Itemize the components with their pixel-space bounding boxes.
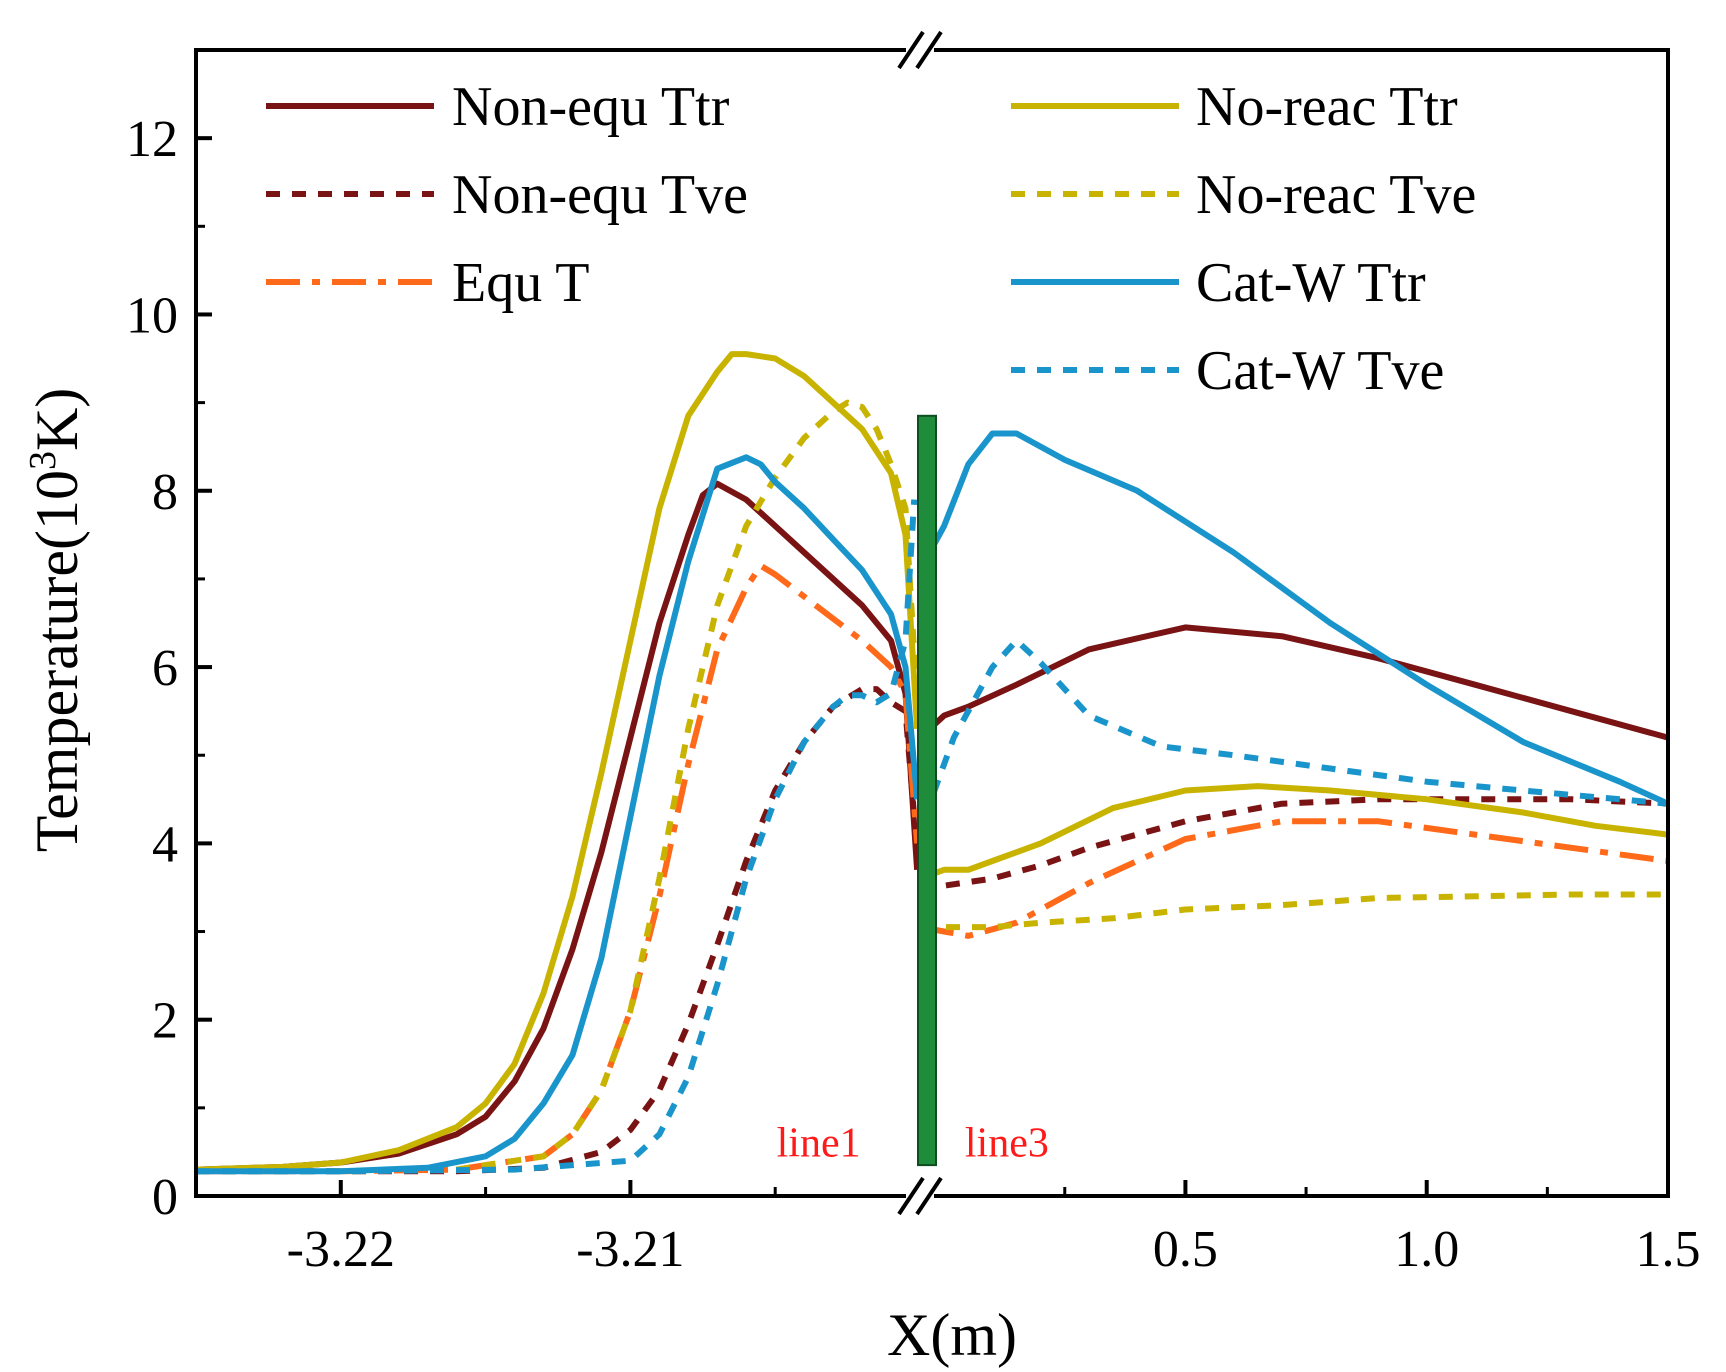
y-tick-label: 4 [152,816,178,873]
legend-label: Non-equ Ttr [452,76,730,138]
legend-item-cat-w-ttr: Cat-W Ttr [1011,252,1426,314]
wall-layer [917,414,937,1167]
series-cat-w-ttr [196,430,1670,1175]
series-line-non-equ-tve-line1 [196,686,921,1175]
x-tick-label: 0.5 [1153,1221,1218,1278]
series-no-reac-ttr [195,351,1669,1173]
series-line-no-reac-tve-line1 [196,399,921,1175]
series-line-cat-w-tve-line1 [196,499,918,1175]
y-tick-label: 6 [152,640,178,697]
legend-item-no-reac-tve: No-reac Tve [1011,164,1476,226]
legend-label: Cat-W Tve [1196,340,1444,402]
legend-label: Cat-W Ttr [1196,252,1426,314]
axis-break-mark-bottom-2 [915,1176,943,1216]
annotation-line1: line1 [777,1120,861,1166]
series-line-non-equ-tve-line3 [919,796,1669,891]
plot-lines [195,351,1670,1175]
x-tick-label: -3.22 [287,1221,395,1278]
legend-item-cat-w-tve: Cat-W Tve [1011,340,1444,402]
y-tick-label: 12 [126,111,178,168]
legend: Non-equ Ttr Non-equ Tve Equ T No-reac Ttr No… [266,76,1476,402]
y-tick-label: 2 [152,993,178,1050]
series-non-equ-ttr [195,480,1669,1173]
x-axis-title: X(m) [887,1302,1017,1368]
series-line-cat-w-ttr-line3 [917,430,1670,807]
y-axis-title: Temperature(103K) [22,388,90,853]
series-line-cat-w-tve-line3 [917,637,1669,845]
legend-label: Non-equ Tve [452,164,748,226]
series-line-equ-t-line3 [919,818,1669,939]
legend-item-no-reac-ttr: No-reac Ttr [1011,76,1458,138]
wall-marker [917,414,937,1167]
series-line-no-reac-ttr-line1 [195,351,921,1173]
axis-break-mark-top-1 [897,30,925,70]
series-non-equ-tve [196,686,1669,1175]
series-no-reac-tve [196,399,1668,1175]
series-line-no-reac-tve-line3 [920,891,1668,931]
x-tick-label: -3.21 [576,1221,684,1278]
legend-item-equ-t: Equ T [266,252,589,314]
legend-label: No-reac Ttr [1196,76,1458,138]
series-line-non-equ-ttr-line3 [917,624,1669,741]
series-line-no-reac-ttr-line3 [918,783,1669,882]
axis-break-mark-top-2 [915,30,943,70]
legend-label: No-reac Tve [1196,164,1476,226]
annotations: line1 line3 [777,1120,1049,1166]
series-line-cat-w-ttr-line1 [196,454,921,1175]
axis-break-mark-bottom-1 [897,1176,925,1216]
axis-titles: X(m) Temperature(103K) [22,388,1017,1368]
y-tick-label: 10 [126,287,178,344]
legend-label: Equ T [452,252,589,314]
y-tick-label: 8 [152,464,178,521]
y-tick-label: 0 [152,1169,178,1226]
legend-item-non-equ-tve: Non-equ Tve [266,164,748,226]
series-cat-w-tve [196,499,1669,1175]
annotation-line3: line3 [965,1120,1049,1166]
x-tick-label: 1.0 [1394,1221,1459,1278]
axis-ticks: 0 2 4 6 8 10 12 -3.22 -3.21 0.5 1.0 1.5 [126,48,1701,1278]
series-line-non-equ-ttr-line1 [195,480,921,1173]
axes-frame [194,30,1670,1216]
x-tick-label: 1.5 [1636,1221,1701,1278]
legend-item-non-equ-ttr: Non-equ Ttr [266,76,730,138]
